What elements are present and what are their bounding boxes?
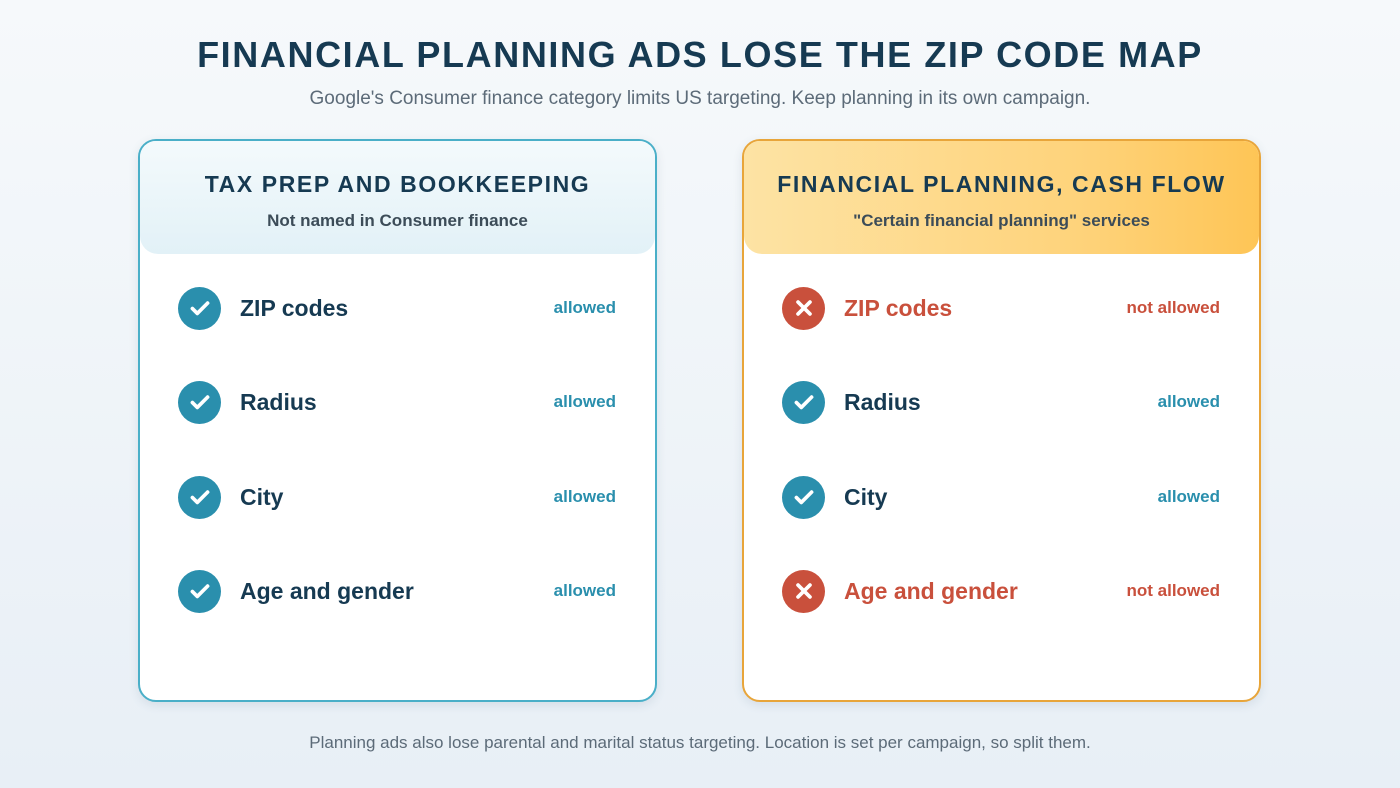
row-zip-codes: ZIP codes allowed <box>178 286 616 330</box>
row-city: City allowed <box>178 475 616 519</box>
card-header: TAX PREP AND BOOKKEEPING Not named in Co… <box>140 141 655 254</box>
status-badge: not allowed <box>1126 298 1221 317</box>
status-badge: allowed <box>553 392 616 411</box>
row-label: City <box>240 483 284 510</box>
card-title: TAX PREP AND BOOKKEEPING <box>204 171 591 197</box>
card-tax-prep: TAX PREP AND BOOKKEEPING Not named in Co… <box>138 139 657 702</box>
check-icon <box>782 475 825 519</box>
row-label: Radius <box>240 388 317 415</box>
row-age-gender: Age and gender not allowed <box>782 569 1220 613</box>
card-title: FINANCIAL PLANNING, CASH FLOW <box>777 171 1226 197</box>
page-subtitle: Google's Consumer finance category limit… <box>309 88 1091 109</box>
card-header: FINANCIAL PLANNING, CASH FLOW "Certain f… <box>744 141 1259 254</box>
check-icon <box>178 380 221 424</box>
status-badge: allowed <box>1157 487 1220 506</box>
footer-note: Planning ads also lose parental and mari… <box>309 733 1091 752</box>
row-label: ZIP codes <box>240 294 349 321</box>
status-badge: allowed <box>553 487 616 506</box>
card-subtitle: Not named in Consumer finance <box>267 211 528 230</box>
row-radius: Radius allowed <box>178 380 616 424</box>
row-label: ZIP codes <box>844 294 953 321</box>
row-label: Age and gender <box>844 577 1018 604</box>
row-label: Age and gender <box>240 577 414 604</box>
row-zip-codes: ZIP codes not allowed <box>782 286 1220 330</box>
row-city: City allowed <box>782 475 1220 519</box>
status-badge: allowed <box>1157 392 1220 411</box>
card-subtitle: "Certain financial planning" services <box>853 211 1150 230</box>
check-icon <box>178 475 221 519</box>
status-badge: allowed <box>553 298 616 317</box>
check-icon <box>782 380 825 424</box>
status-badge: not allowed <box>1126 581 1221 600</box>
cross-icon <box>782 569 825 613</box>
card-financial-planning: FINANCIAL PLANNING, CASH FLOW "Certain f… <box>742 139 1261 702</box>
row-label: City <box>844 483 888 510</box>
row-radius: Radius allowed <box>782 380 1220 424</box>
check-icon <box>178 286 221 330</box>
page-title: FINANCIAL PLANNING ADS LOSE THE ZIP CODE… <box>197 34 1203 75</box>
check-icon <box>178 569 221 613</box>
status-badge: allowed <box>553 581 616 600</box>
cross-icon <box>782 286 825 330</box>
row-label: Radius <box>844 388 921 415</box>
row-age-gender: Age and gender allowed <box>178 569 616 613</box>
